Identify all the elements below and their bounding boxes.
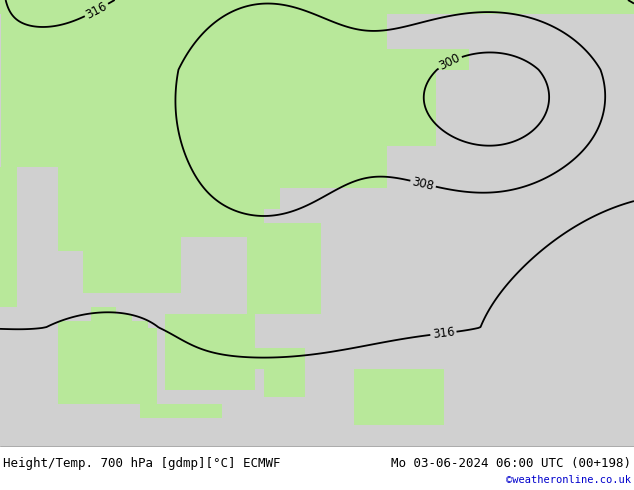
Text: ©weatheronline.co.uk: ©weatheronline.co.uk — [506, 475, 631, 485]
Text: Mo 03-06-2024 06:00 UTC (00+198): Mo 03-06-2024 06:00 UTC (00+198) — [391, 457, 631, 469]
Text: Height/Temp. 700 hPa [gdmp][°C] ECMWF: Height/Temp. 700 hPa [gdmp][°C] ECMWF — [3, 457, 281, 469]
Text: 308: 308 — [411, 175, 436, 193]
Text: 300: 300 — [437, 51, 463, 73]
Text: 316: 316 — [84, 0, 110, 21]
Text: 316: 316 — [432, 325, 455, 341]
